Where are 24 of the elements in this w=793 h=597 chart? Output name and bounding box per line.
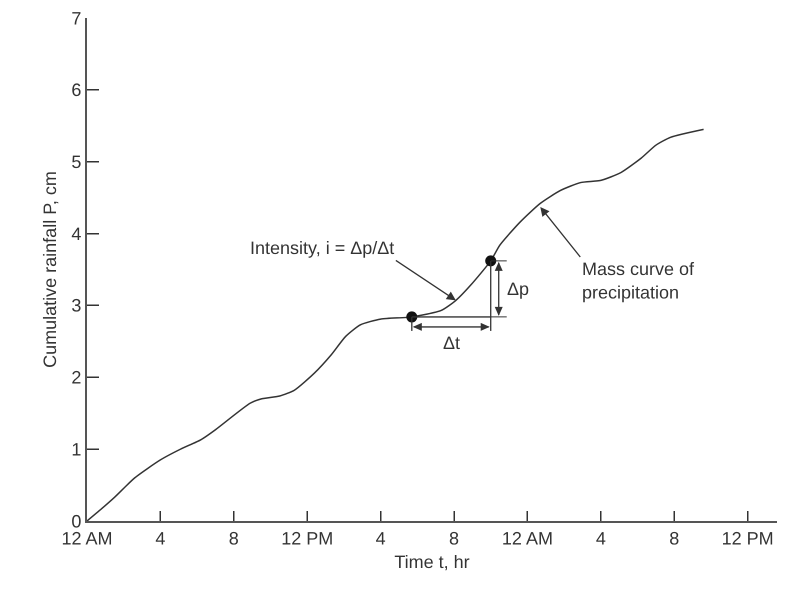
annotation: Mass curve of precipitation bbox=[582, 259, 696, 302]
x-tick-label: 12 AM bbox=[502, 528, 553, 549]
x-tick-label: 8 bbox=[228, 528, 239, 549]
annotation: Δp bbox=[507, 279, 530, 299]
x-tick-label: 8 bbox=[449, 528, 460, 549]
x-tick-label: 12 PM bbox=[281, 528, 334, 549]
y-tick-label: 7 bbox=[71, 8, 82, 28]
y-tick-label: 6 bbox=[71, 80, 82, 100]
x-tick-label: 8 bbox=[669, 528, 680, 549]
annotation: Intensity, i = Δp/Δt bbox=[250, 238, 394, 258]
x-tick-label: 4 bbox=[155, 528, 166, 549]
x-tick-label: 12 PM bbox=[722, 528, 774, 549]
annotation: Δt bbox=[443, 333, 460, 353]
y-axis-title: Cumulative rainfall P, cm bbox=[40, 171, 60, 368]
y-tick-label: 5 bbox=[71, 152, 82, 172]
y-tick-label: 0 bbox=[71, 511, 82, 532]
x-tick-label: 4 bbox=[596, 528, 606, 549]
x-axis-title: Time t, hr bbox=[394, 552, 470, 572]
y-tick-label: 1 bbox=[71, 439, 82, 460]
y-tick-label: 2 bbox=[71, 368, 82, 388]
y-tick-label: 3 bbox=[71, 296, 82, 316]
y-tick-label: 4 bbox=[71, 224, 82, 244]
x-tick-label: 12 AM bbox=[61, 528, 113, 549]
x-tick-label: 4 bbox=[376, 528, 386, 549]
